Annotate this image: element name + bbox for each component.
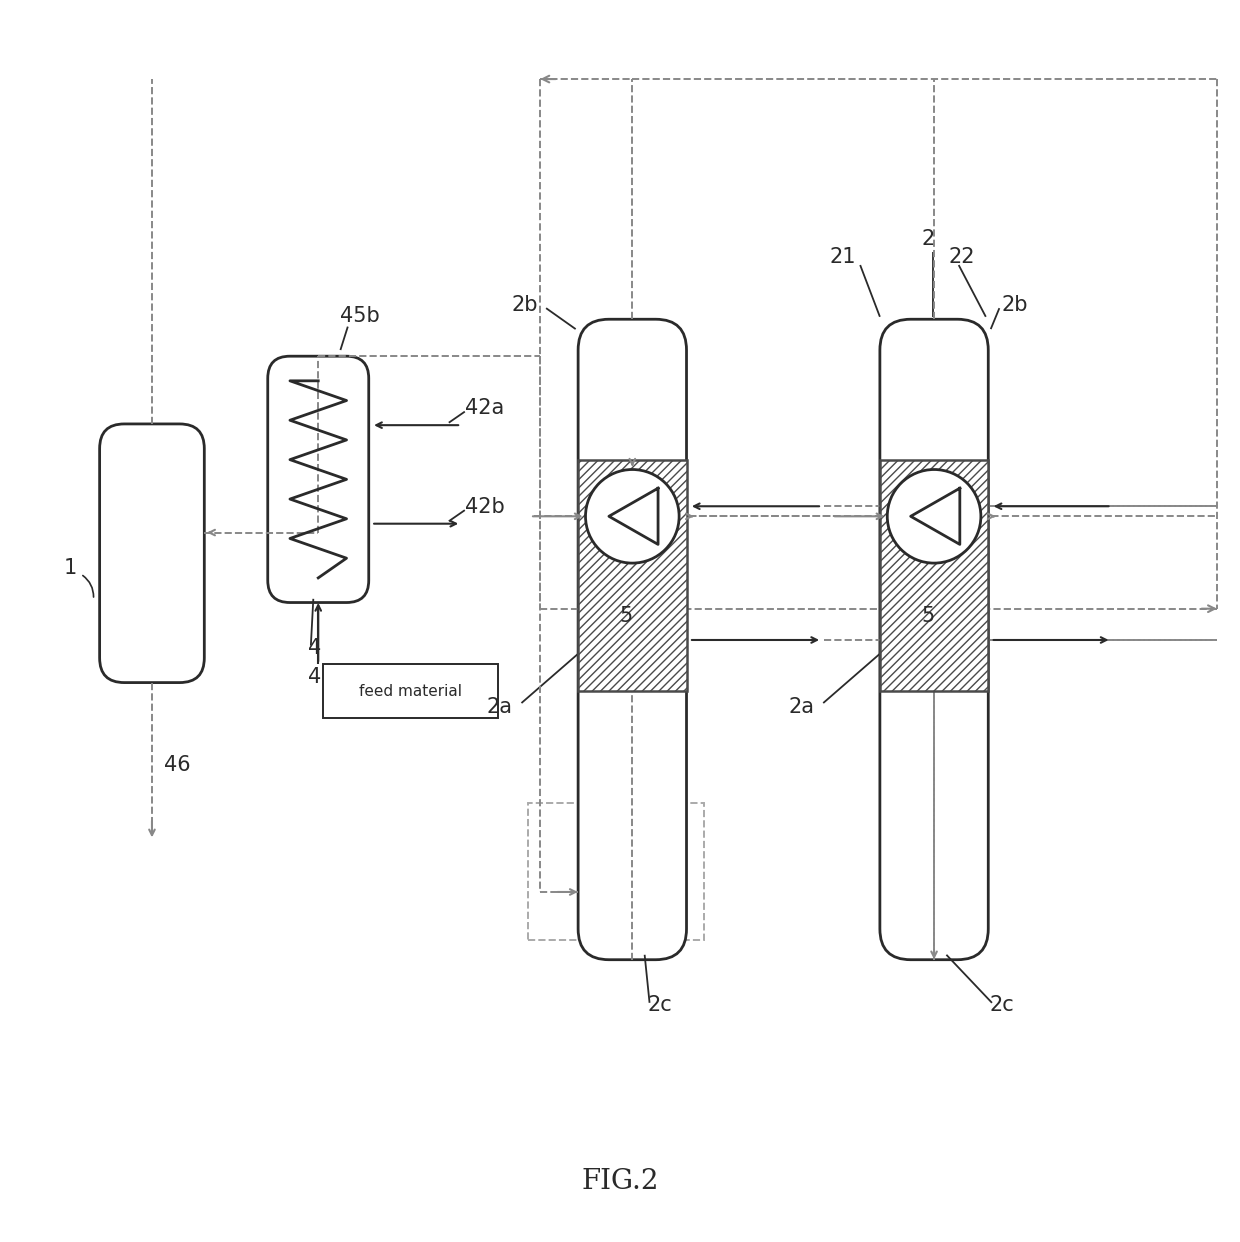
Text: 42b: 42b	[465, 497, 505, 517]
Text: 2b: 2b	[512, 294, 538, 314]
Bar	[578, 460, 687, 691]
FancyBboxPatch shape	[880, 319, 988, 960]
Text: 5: 5	[921, 606, 935, 626]
Text: 5: 5	[620, 606, 632, 626]
Circle shape	[585, 469, 680, 563]
Circle shape	[888, 469, 981, 563]
Bar	[880, 460, 988, 691]
Text: 22: 22	[949, 247, 976, 267]
Text: 4: 4	[309, 638, 321, 658]
Text: 1: 1	[63, 558, 77, 578]
Text: 2a: 2a	[789, 697, 815, 717]
Text: feed material: feed material	[360, 683, 463, 699]
Text: FIG.2: FIG.2	[582, 1167, 658, 1195]
Text: 45b: 45b	[341, 306, 381, 325]
Text: 2b: 2b	[1002, 294, 1028, 314]
FancyBboxPatch shape	[99, 424, 205, 683]
FancyBboxPatch shape	[268, 356, 368, 602]
Text: 2: 2	[921, 230, 935, 250]
Text: 21: 21	[830, 247, 856, 267]
FancyBboxPatch shape	[324, 664, 498, 718]
Text: 2c: 2c	[647, 995, 672, 1016]
Text: 46: 46	[164, 755, 191, 775]
Text: 2a: 2a	[487, 697, 513, 717]
FancyBboxPatch shape	[578, 319, 687, 960]
Text: 42a: 42a	[465, 399, 503, 419]
Text: 2c: 2c	[990, 995, 1014, 1016]
Text: 45a: 45a	[309, 667, 347, 687]
